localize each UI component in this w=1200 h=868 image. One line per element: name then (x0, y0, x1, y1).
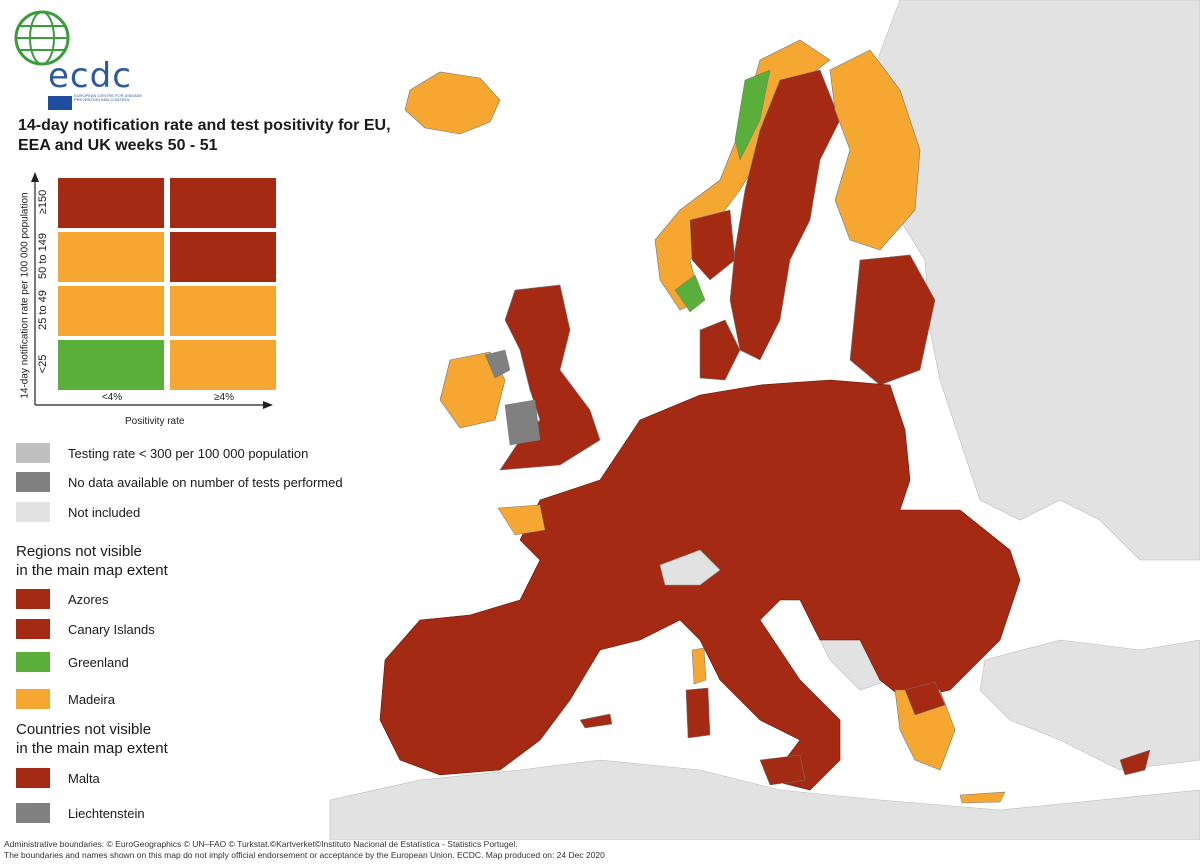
legend-label: Malta (68, 770, 100, 786)
map-sweden (729, 69, 841, 361)
matrix-cell (58, 232, 164, 282)
ecdc-logo: ecdc EUROPEAN CENTRE FOR DISEASE PREVENT… (10, 8, 142, 110)
map-sardinia (685, 687, 711, 739)
col-label-high: ≥4% (214, 392, 234, 403)
legend-label: Greenland (68, 654, 129, 670)
map-sicily (759, 754, 806, 786)
countries-heading-line2: in the main map extent (16, 740, 168, 757)
logo-subtext: EUROPEAN CENTRE FOR DISEASE PREVENTION A… (74, 93, 143, 102)
row-label: ≥150 (37, 189, 49, 215)
matrix-cell (170, 232, 276, 282)
legend-label: Liechtenstein (68, 805, 145, 821)
legend-liechtenstein: Liechtenstein (16, 802, 145, 824)
map-crete (959, 791, 1006, 804)
map-turkey (979, 639, 1200, 771)
map-balearics (579, 713, 613, 729)
swatch-light-grey (16, 443, 50, 463)
map-denmark (699, 319, 741, 381)
logo-text: ecdc (48, 56, 132, 96)
swatch-orange (16, 689, 50, 709)
swatch-dark-red (16, 768, 50, 788)
swatch-not-included (16, 502, 50, 522)
map-brittany (497, 504, 546, 536)
legend-label: Azores (68, 591, 109, 607)
map-greece (894, 689, 956, 771)
europe-map (329, 0, 1200, 840)
footer: Administrative boundaries: © EuroGeograp… (4, 839, 605, 861)
legend-azores: Azores (16, 588, 108, 610)
eu-flag-icon (48, 96, 72, 110)
row-label: 25 to 49 (37, 290, 49, 330)
regions-heading-line1: Regions not visible (16, 543, 142, 560)
map-norway-red (689, 209, 736, 281)
swatch-dark-red (16, 589, 50, 609)
footer-line1: Administrative boundaries: © EuroGeograp… (4, 839, 518, 849)
row-label: 50 to 149 (37, 233, 49, 279)
map-title: 14-day notification rate and test positi… (18, 117, 391, 154)
matrix-cell (58, 286, 164, 336)
map-greece-north-red (904, 681, 946, 716)
map-corsica (691, 647, 707, 685)
matrix-cell (58, 178, 164, 228)
regions-heading-line2: in the main map extent (16, 562, 168, 579)
legend-canary-islands: Canary Islands (16, 618, 155, 640)
legend-greenland: Greenland (16, 651, 129, 673)
map-north-africa (329, 759, 1200, 840)
countries-heading: Countries not visible in the main map ex… (16, 720, 168, 758)
row-label: <25 (37, 354, 49, 374)
map-wales (504, 399, 541, 446)
legend-label: Not included (68, 504, 141, 520)
legend-testing-rate: Testing rate < 300 per 100 000 populatio… (16, 442, 308, 464)
matrix-cell (170, 340, 276, 390)
map-cyprus (1119, 749, 1151, 776)
legend-madeira: Madeira (16, 688, 115, 710)
swatch-dark-grey (16, 803, 50, 823)
map-ireland (439, 351, 506, 429)
map-switzerland (659, 549, 721, 586)
swatch-green (16, 652, 50, 672)
matrix-cell (58, 340, 164, 390)
swatch-dark-red (16, 619, 50, 639)
footer-line2: The boundaries and names shown on this m… (4, 850, 605, 860)
matrix-axes (31, 172, 273, 409)
legend-label: Testing rate < 300 per 100 000 populatio… (68, 445, 309, 461)
countries-heading-line1: Countries not visible (16, 721, 152, 738)
positivity-matrix: 14-day notification rate per 100 000 pop… (10, 170, 310, 430)
matrix-cell (170, 286, 276, 336)
map-iceland (404, 71, 501, 135)
legend-label: No data available on number of tests per… (68, 474, 343, 490)
map-northern-ireland (484, 349, 511, 379)
swatch-dark-grey (16, 472, 50, 492)
matrix-cell (170, 178, 276, 228)
legend-not-included: Not included (16, 501, 140, 523)
legend-label: Madeira (68, 691, 115, 707)
regions-heading: Regions not visible in the main map exte… (16, 542, 168, 580)
legend-malta: Malta (16, 767, 100, 789)
map-uk (499, 284, 601, 471)
map-norway-south-green (674, 274, 706, 313)
legend-no-data: No data available on number of tests per… (16, 471, 343, 493)
map-baltics (849, 254, 936, 386)
x-axis-label: Positivity rate (125, 416, 185, 427)
map-finland (829, 49, 921, 251)
legend-label: Canary Islands (68, 621, 155, 637)
map-norway-north-green (734, 69, 771, 161)
globe-icon (14, 10, 70, 66)
col-label-low: <4% (101, 392, 123, 403)
